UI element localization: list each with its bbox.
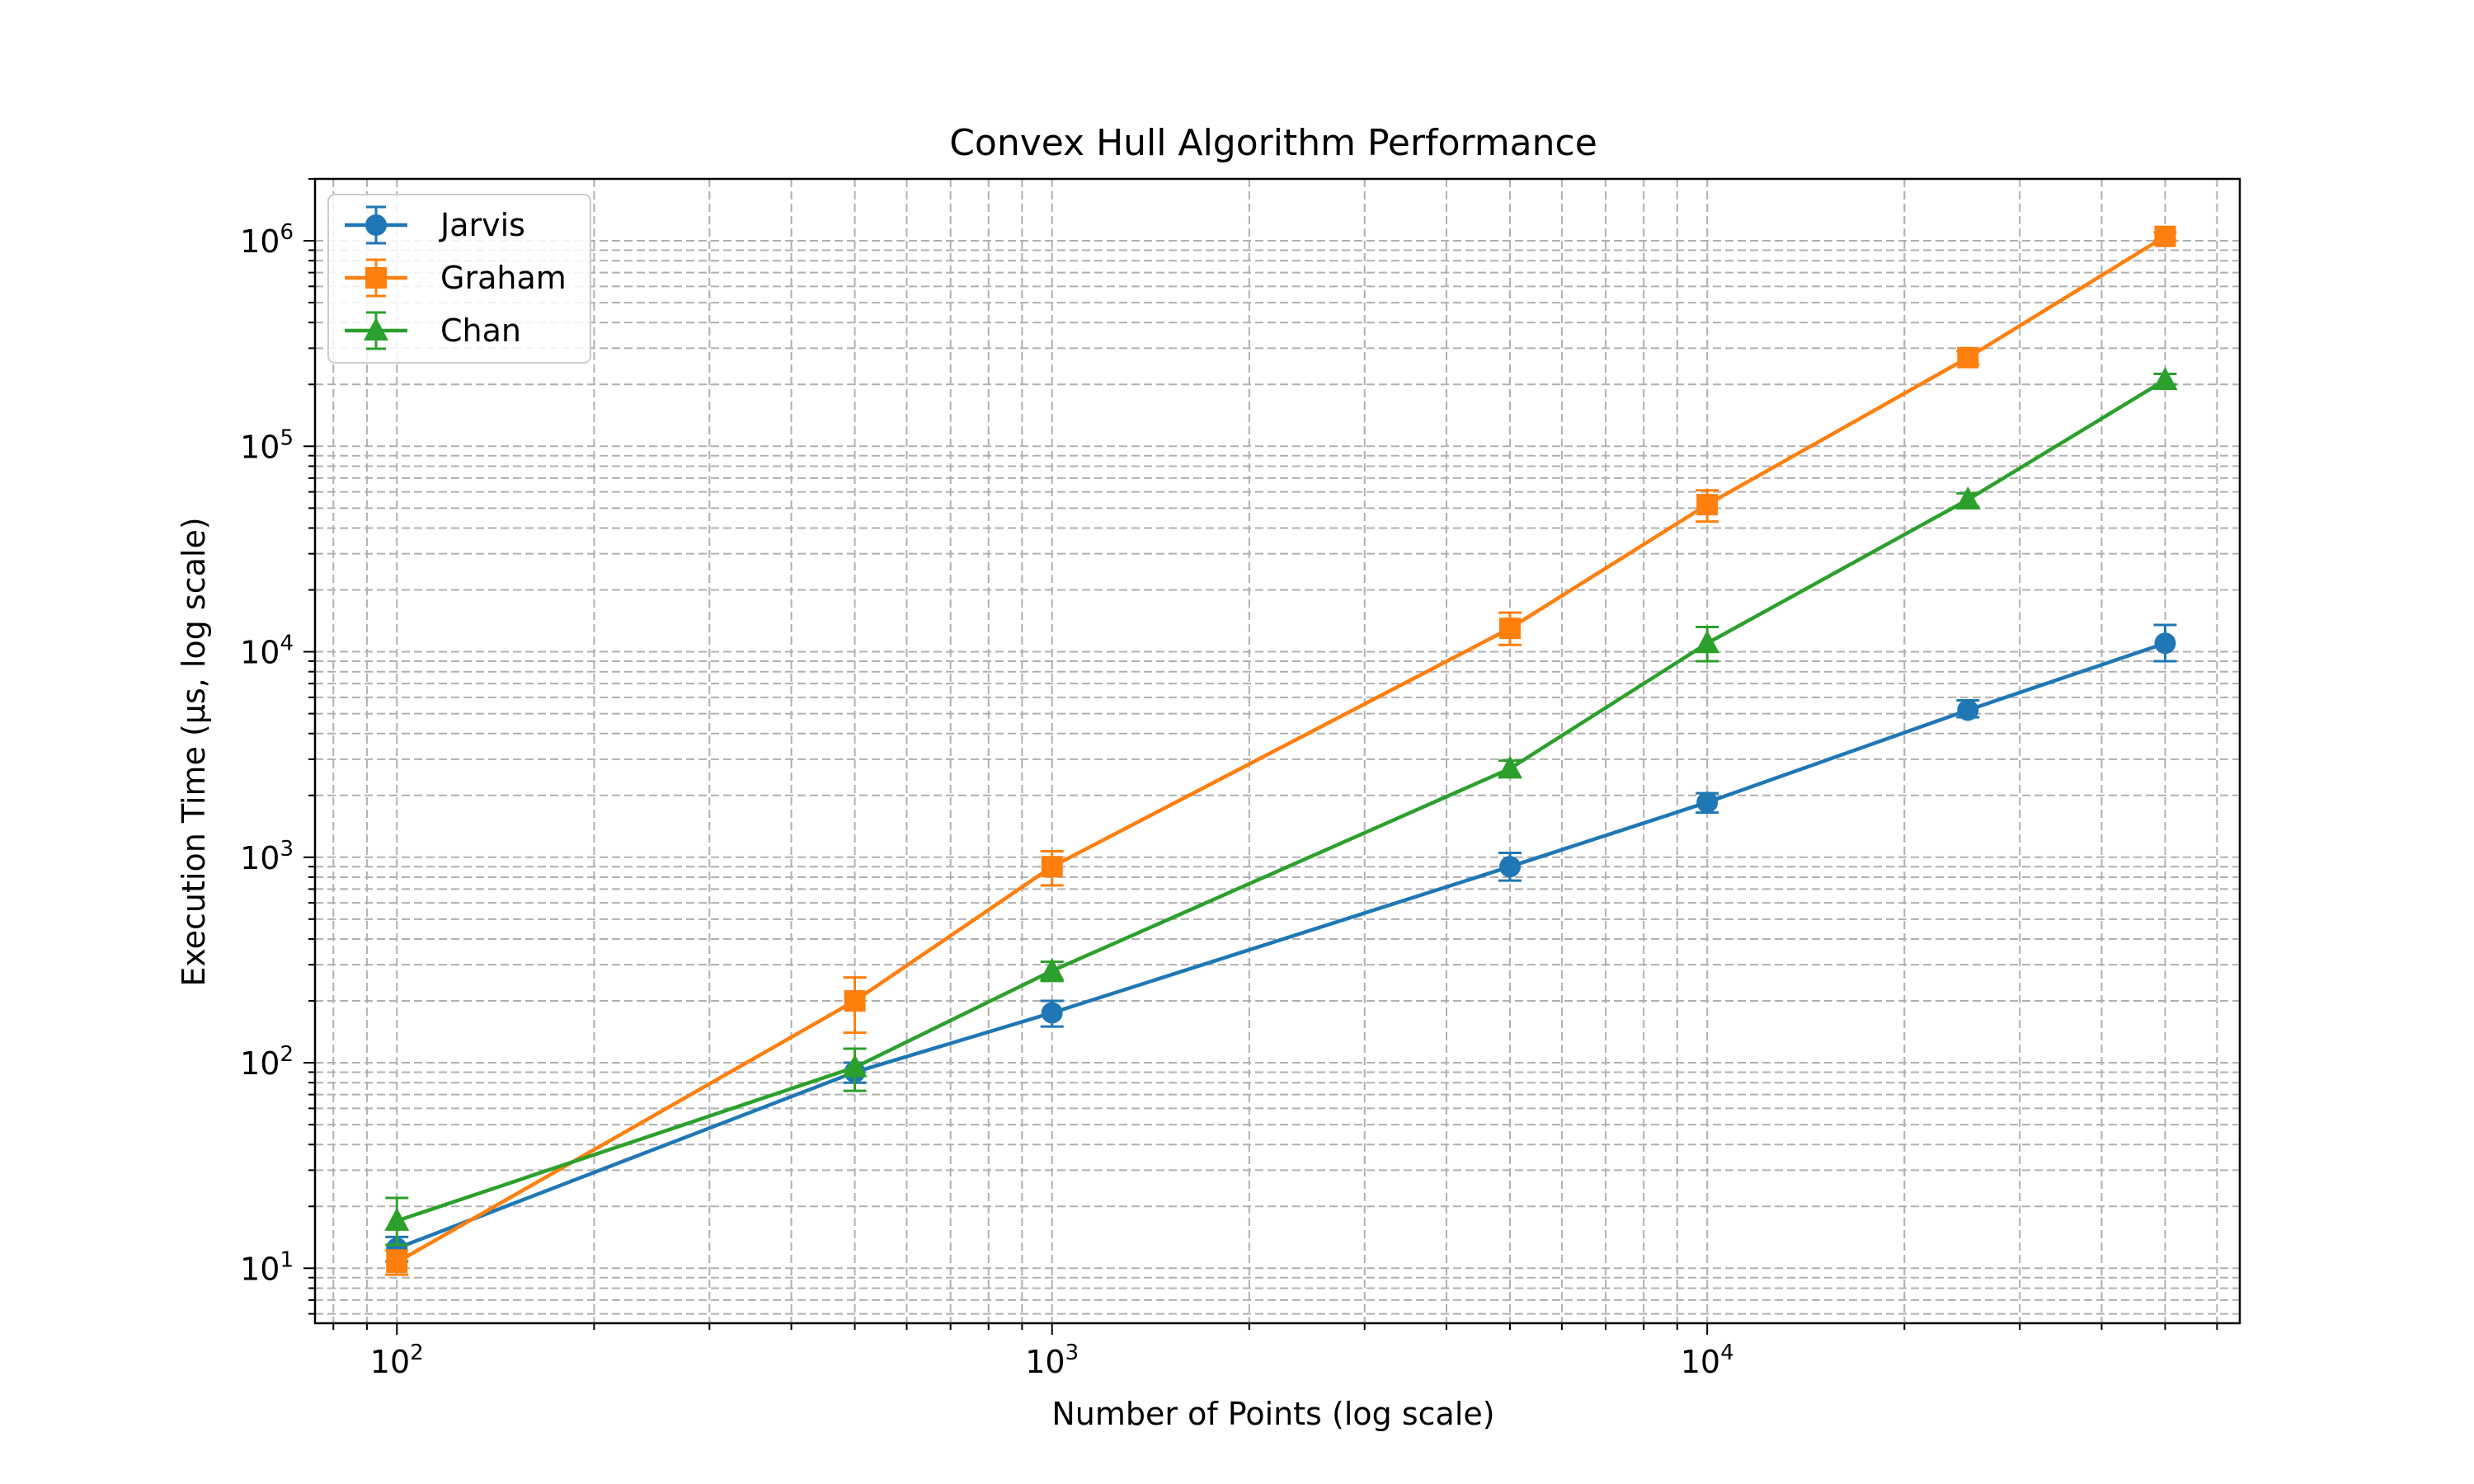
graham-point bbox=[386, 1251, 408, 1273]
legend-item-chan: Chan bbox=[345, 311, 521, 350]
y-tick-label: 103 bbox=[240, 837, 294, 876]
series-layer bbox=[384, 225, 2178, 1276]
chan-point bbox=[2152, 366, 2178, 390]
graham-point bbox=[1041, 856, 1063, 878]
chan-point bbox=[384, 1207, 410, 1231]
x-axis-label: Number of Points (log scale) bbox=[1051, 1396, 1494, 1432]
legend-entries: Jarvis Graham Chan bbox=[345, 205, 567, 350]
legend-chan-label: Chan bbox=[440, 312, 521, 349]
legend-jarvis-marker bbox=[365, 214, 387, 236]
graham-point bbox=[1499, 618, 1522, 640]
plot-frame bbox=[313, 177, 2241, 1325]
legend-graham-label: Graham bbox=[440, 260, 567, 296]
jarvis-point bbox=[1499, 856, 1522, 878]
jarvis-point bbox=[1696, 791, 1719, 814]
series-graham bbox=[385, 225, 2177, 1276]
y-tick-label: 104 bbox=[240, 632, 294, 671]
y-tick-label: 101 bbox=[240, 1247, 294, 1287]
graham-point bbox=[2154, 225, 2176, 247]
legend-item-jarvis: Jarvis bbox=[345, 205, 525, 245]
tick-layer: 102 103 104 101 102 103 104 105 106 bbox=[240, 178, 2218, 1380]
legend: Jarvis Graham Chan bbox=[327, 194, 591, 364]
chan-point bbox=[842, 1054, 868, 1078]
series-chan bbox=[384, 366, 2178, 1247]
x-tick-label: 104 bbox=[1681, 1341, 1734, 1380]
x-tick-label: 103 bbox=[1025, 1341, 1079, 1380]
grid-layer bbox=[315, 178, 2240, 1323]
graham-point bbox=[1957, 346, 1979, 369]
chan-point bbox=[1498, 755, 1523, 779]
y-axis-label: Execution Time (µs, log scale) bbox=[176, 517, 212, 986]
chan-point bbox=[1955, 486, 1981, 510]
jarvis-point bbox=[1041, 1002, 1063, 1024]
graham-point bbox=[844, 990, 866, 1012]
chan-point bbox=[1039, 957, 1065, 981]
legend-graham-marker bbox=[365, 267, 387, 289]
legend-jarvis-label: Jarvis bbox=[439, 207, 525, 243]
y-tick-label: 102 bbox=[240, 1042, 294, 1082]
legend-chan-marker bbox=[364, 317, 388, 340]
graham-point bbox=[1696, 494, 1719, 516]
jarvis-point bbox=[2154, 632, 2176, 655]
jarvis-point bbox=[1957, 699, 1979, 721]
y-tick-label: 106 bbox=[240, 220, 294, 260]
chan-point bbox=[1695, 630, 1720, 654]
series-jarvis bbox=[385, 623, 2177, 1263]
x-tick-label: 102 bbox=[370, 1341, 424, 1380]
y-tick-label: 105 bbox=[240, 425, 294, 465]
chart-title: Convex Hull Algorithm Performance bbox=[949, 122, 1597, 164]
legend-box bbox=[327, 194, 591, 364]
legend-item-graham: Graham bbox=[345, 258, 567, 298]
